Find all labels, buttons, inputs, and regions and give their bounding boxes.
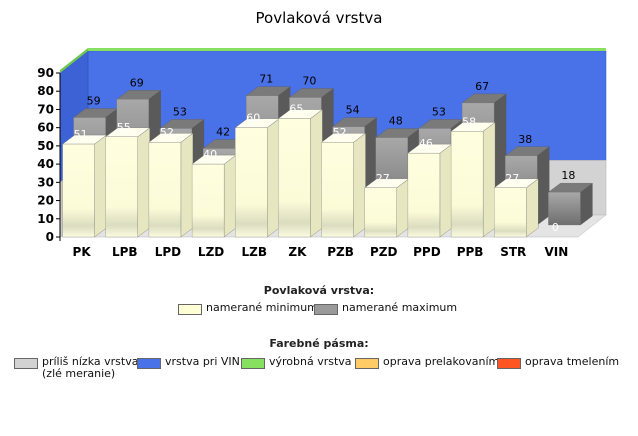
data-label-minimum: 0 bbox=[552, 221, 559, 234]
x-tick-label: PZB bbox=[327, 245, 354, 259]
legend-title-bands: Farebné pásma: bbox=[269, 337, 369, 350]
y-tick-label: 30 bbox=[37, 175, 54, 189]
data-label-minimum: 52 bbox=[333, 126, 347, 139]
bar-minimum bbox=[234, 118, 280, 238]
y-tick-label: 90 bbox=[37, 66, 54, 80]
legend-label: namerané minimum bbox=[206, 301, 318, 314]
legend-swatch bbox=[497, 358, 521, 369]
legend-swatch bbox=[241, 358, 265, 369]
legend-item-minimum: namerané minimum bbox=[178, 302, 318, 315]
x-tick-label: PPB bbox=[457, 245, 484, 259]
x-tick-label: LZD bbox=[198, 245, 224, 259]
data-label-minimum: 65 bbox=[289, 103, 303, 116]
legend-title-series: Povlaková vrstva: bbox=[263, 284, 375, 297]
x-tick-label: PK bbox=[73, 245, 92, 259]
legend-item-putty: oprava tmelením bbox=[497, 356, 619, 369]
data-label-minimum: 52 bbox=[160, 126, 174, 139]
bar-minimum bbox=[105, 127, 151, 238]
x-tick-label: LPD bbox=[155, 245, 181, 259]
data-label-maximum: 18 bbox=[561, 169, 575, 182]
y-tick-label: 20 bbox=[37, 194, 54, 208]
x-tick-label: ZK bbox=[288, 245, 307, 259]
legend-swatch bbox=[178, 304, 202, 315]
data-label-maximum: 38 bbox=[518, 133, 532, 146]
legend-swatch bbox=[355, 358, 379, 369]
legend-swatch bbox=[314, 304, 338, 315]
data-label-maximum: 53 bbox=[432, 105, 446, 118]
data-label-minimum: 27 bbox=[376, 172, 390, 185]
bar-maximum bbox=[547, 182, 593, 226]
data-label-maximum: 69 bbox=[130, 76, 144, 89]
legend-item-too-low: príliš nízka vrstva (zlé meranie) bbox=[14, 356, 138, 380]
data-label-maximum: 59 bbox=[87, 94, 101, 107]
band-production-side bbox=[60, 48, 88, 73]
band-production-top bbox=[88, 48, 606, 51]
data-label-maximum: 53 bbox=[173, 105, 187, 118]
data-label-maximum: 67 bbox=[475, 80, 489, 93]
data-label-maximum: 54 bbox=[346, 104, 360, 117]
y-tick-label: 50 bbox=[37, 139, 54, 153]
bar-minimum bbox=[148, 132, 194, 238]
bar-minimum bbox=[62, 134, 108, 238]
bar-minimum bbox=[450, 122, 496, 238]
data-label-minimum: 58 bbox=[462, 115, 476, 128]
bar-minimum bbox=[191, 154, 237, 238]
x-tick-label: STR bbox=[500, 245, 526, 259]
bar-minimum bbox=[321, 132, 367, 238]
data-label-maximum: 70 bbox=[302, 74, 316, 87]
data-label-maximum: 71 bbox=[259, 73, 273, 86]
legend-item-vin: vrstva pri VIN bbox=[137, 356, 240, 369]
x-tick-label: VIN bbox=[545, 245, 569, 259]
x-tick-label: PZD bbox=[370, 245, 397, 259]
legend-item-maximum: namerané maximum bbox=[314, 302, 457, 315]
legend-label: namerané maximum bbox=[342, 301, 458, 314]
bar-minimum bbox=[493, 178, 539, 238]
data-label-minimum: 51 bbox=[74, 128, 88, 141]
data-label-minimum: 27 bbox=[505, 172, 519, 185]
legend-item-repaint: oprava prelakovaním bbox=[355, 356, 499, 369]
legend-item-production: výrobná vrstva bbox=[241, 356, 352, 369]
y-tick-label: 80 bbox=[37, 84, 54, 98]
legend-label: oprava prelakovaním bbox=[383, 355, 500, 368]
chart-title: Povlaková vrstva bbox=[255, 9, 383, 27]
data-label-maximum: 42 bbox=[216, 125, 230, 138]
legend-label: príliš nízka vrstva (zlé meranie) bbox=[42, 355, 139, 380]
data-label-minimum: 60 bbox=[246, 112, 260, 125]
legend-swatch bbox=[14, 358, 38, 369]
x-tick-label: LPB bbox=[112, 245, 138, 259]
x-tick-label: LZB bbox=[242, 245, 268, 259]
y-tick-label: 40 bbox=[37, 157, 54, 171]
legend-label: vrstva pri VIN bbox=[165, 355, 240, 368]
bar-minimum bbox=[407, 143, 453, 238]
data-label-minimum: 55 bbox=[117, 121, 131, 134]
data-label-minimum: 46 bbox=[419, 137, 433, 150]
legend-swatch bbox=[137, 358, 161, 369]
x-tick-label: PPD bbox=[413, 245, 441, 259]
bar-minimum bbox=[364, 178, 410, 238]
y-tick-label: 0 bbox=[46, 230, 54, 244]
data-label-maximum: 48 bbox=[389, 115, 403, 128]
legend-label: oprava tmelením bbox=[525, 355, 620, 368]
bar-minimum bbox=[277, 109, 323, 238]
data-label-minimum: 40 bbox=[203, 148, 217, 161]
y-tick-label: 60 bbox=[37, 121, 54, 135]
legend-label: výrobná vrstva bbox=[269, 355, 352, 368]
y-tick-label: 10 bbox=[37, 212, 54, 226]
y-tick-label: 70 bbox=[37, 102, 54, 116]
